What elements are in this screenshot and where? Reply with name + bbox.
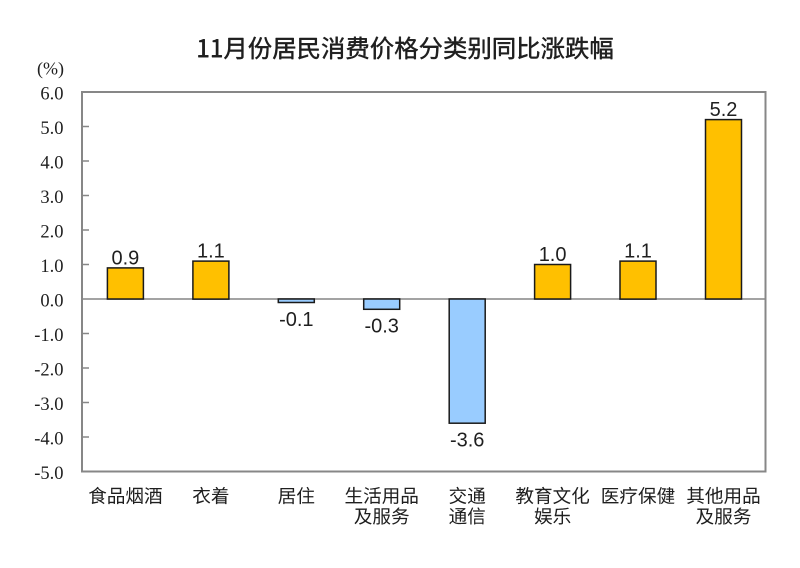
svg-text:-0.1: -0.1	[279, 309, 313, 331]
svg-text:-4.0: -4.0	[34, 429, 63, 449]
svg-text:-0.3: -0.3	[364, 316, 398, 338]
svg-text:-3.6: -3.6	[450, 430, 484, 452]
svg-text:-5.0: -5.0	[34, 464, 63, 484]
svg-text:-1.0: -1.0	[34, 326, 63, 346]
svg-text:5.2: 5.2	[710, 99, 738, 121]
svg-text:1.1: 1.1	[197, 241, 225, 263]
svg-text:3.0: 3.0	[40, 188, 63, 208]
svg-text:0.9: 0.9	[111, 247, 139, 269]
svg-text:(%): (%)	[37, 59, 64, 80]
svg-text:5.0: 5.0	[40, 119, 63, 139]
svg-text:1.1: 1.1	[624, 241, 652, 263]
svg-text:-2.0: -2.0	[34, 360, 63, 380]
svg-text:6.0: 6.0	[40, 84, 63, 104]
svg-text:4.0: 4.0	[40, 153, 63, 173]
svg-text:1.0: 1.0	[539, 244, 567, 266]
svg-text:0.0: 0.0	[40, 291, 63, 311]
svg-text:1.0: 1.0	[40, 257, 63, 277]
svg-text:-3.0: -3.0	[34, 395, 63, 415]
svg-text:2.0: 2.0	[40, 222, 63, 242]
